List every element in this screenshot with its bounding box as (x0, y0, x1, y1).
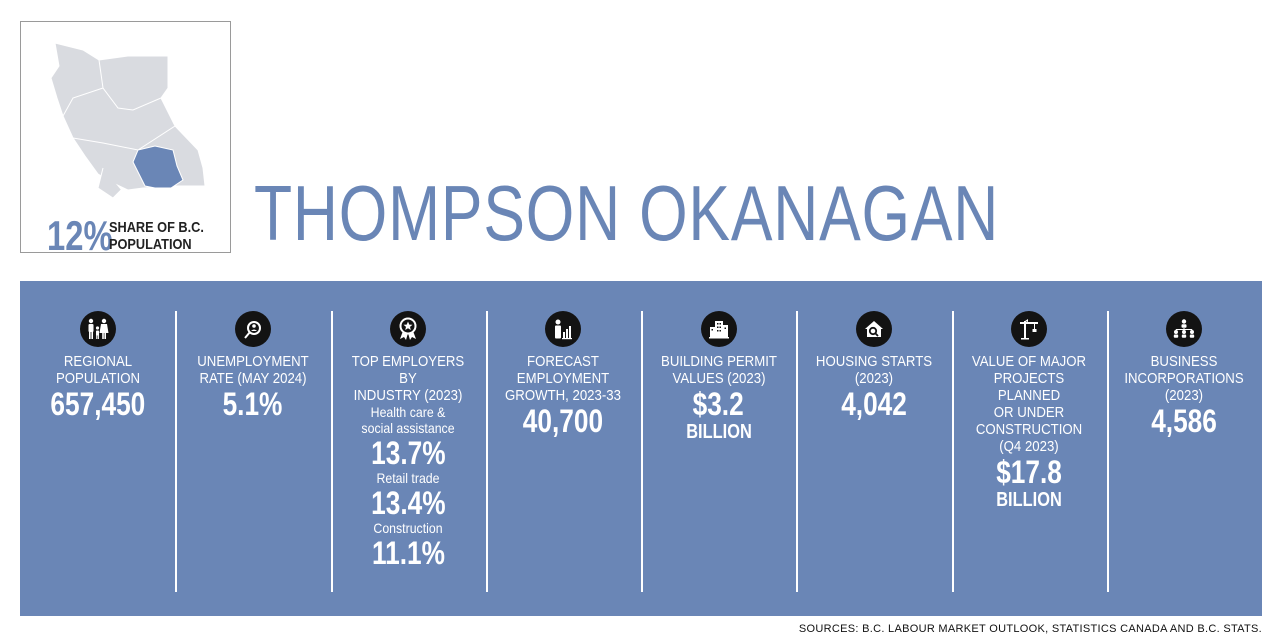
stat-label: TOP EMPLOYERS BY INDUSTRY (2023) (351, 353, 465, 404)
house-search-icon (855, 311, 892, 347)
stat-label: BUSINESS INCORPORATIONS (2023) (1124, 353, 1245, 404)
industry-share: 11.1% (371, 535, 445, 571)
stat-business-incorporations: BUSINESS INCORPORATIONS (2023) 4,586 (1106, 281, 1262, 616)
stat-value: 657,450 (50, 386, 146, 422)
job-search-icon (234, 311, 271, 347)
population-share: 12% SHARE OF B.C. POPULATION (47, 212, 209, 260)
bc-map-icon (50, 42, 206, 199)
buildings-icon (700, 311, 737, 347)
stat-label: REGIONAL POPULATION (55, 353, 140, 387)
stat-value: $3.2 (693, 386, 745, 422)
industry-share: 13.7% (370, 435, 446, 471)
stat-building-permit-values: BUILDING PERMIT VALUES (2023) $3.2 BILLIO… (641, 281, 796, 616)
share-percent: 12% (47, 212, 113, 259)
stat-label: UNEMPLOYMENT RATE (MAY 2024) (197, 353, 309, 387)
stat-forecast-employment-growth: FORECAST EMPLOYMENT GROWTH, 2023-33 40,700 (485, 281, 641, 616)
stat-regional-population: REGIONAL POPULATION 657,450 (20, 281, 175, 616)
stat-housing-starts: HOUSING STARTS (2023) 4,042 (796, 281, 951, 616)
industry-name: Health care & social assistance (361, 404, 455, 436)
share-label: SHARE OF B.C. POPULATION (109, 219, 204, 253)
region-map-box: 12% SHARE OF B.C. POPULATION (20, 21, 231, 259)
industry-name: Construction (373, 520, 443, 536)
stat-label: FORECAST EMPLOYMENT GROWTH, 2023-33 (505, 353, 622, 404)
stat-value: 5.1% (222, 386, 283, 422)
family-icon (79, 311, 116, 347)
stat-unit: BILLION (996, 489, 1062, 511)
award-ribbon-icon (390, 311, 427, 347)
industry-name: Retail trade (376, 470, 440, 486)
stat-major-projects: VALUE OF MAJOR PROJECTS PLANNED OR UNDER CO… (951, 281, 1107, 616)
stat-label: BUILDING PERMIT VALUES (2023) (660, 353, 777, 387)
stat-value: 4,586 (1151, 403, 1218, 439)
stat-unit: BILLION (685, 421, 752, 443)
stat-value: 40,700 (523, 403, 604, 439)
stat-top-employers: TOP EMPLOYERS BY INDUSTRY (2023) Health c… (330, 281, 486, 616)
stat-value: 4,042 (841, 386, 907, 422)
stat-unemployment-rate: UNEMPLOYMENT RATE (MAY 2024) 5.1% (175, 281, 330, 616)
stat-value: $17.8 (996, 454, 1062, 490)
page-title: THOMPSON OKANAGAN (254, 169, 1000, 257)
sources-note: SOURCES: B.C. LABOUR MARKET OUTLOOK, STA… (798, 623, 1262, 635)
stat-label: VALUE OF MAJOR PROJECTS PLANNED OR UNDER CO… (972, 353, 1087, 455)
crane-icon (1011, 311, 1048, 347)
stat-label: HOUSING STARTS (2023) (815, 353, 932, 387)
growth-chart-person-icon (545, 311, 582, 347)
stats-panel: REGIONAL POPULATION 657,450 UNEMPLOYMENT R… (20, 281, 1262, 616)
network-people-icon (1166, 311, 1203, 347)
industry-share: 13.4% (370, 485, 446, 521)
